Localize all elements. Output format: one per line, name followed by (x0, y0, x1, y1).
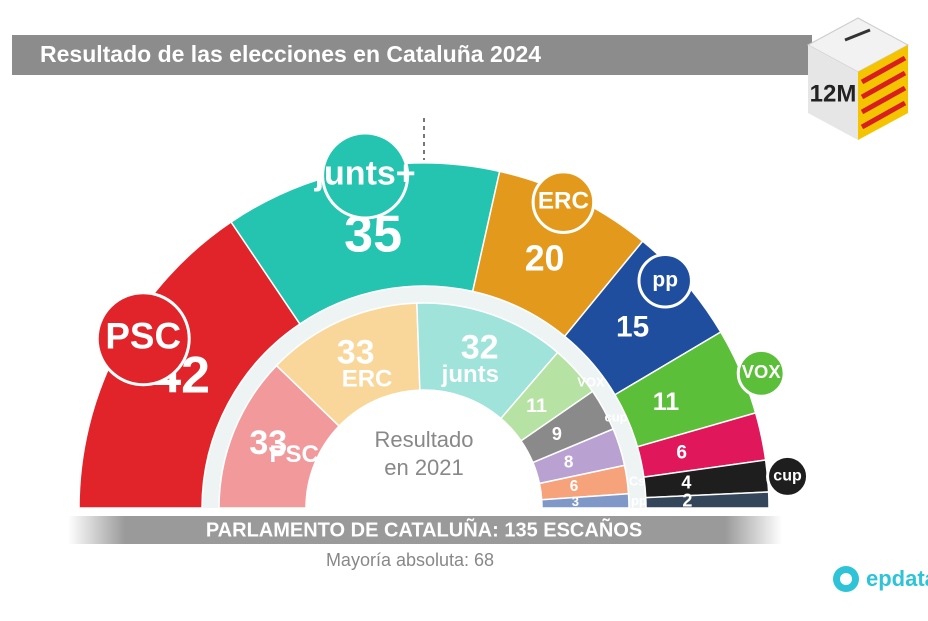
seat-count: 32 (461, 328, 499, 366)
party-label: junts+ (314, 154, 416, 192)
footer-bar (68, 516, 782, 544)
party-label: Cs (629, 473, 646, 488)
source-logo-hole (840, 573, 852, 585)
party-label: pp (652, 268, 678, 291)
note: Mayoría absoluta: 68 (326, 550, 494, 570)
ballot-box (806, 17, 910, 140)
party-label: cup (605, 410, 628, 425)
party-badge (637, 253, 693, 309)
chart-title: Resultado de las elecciones en Cataluña … (40, 41, 541, 67)
title-bar (12, 35, 812, 75)
center-label: Resultado (374, 427, 473, 452)
party-label: cup (773, 468, 802, 485)
party-label: pp (631, 493, 647, 508)
seat-count: 11 (526, 395, 547, 417)
seat-count: 33 (249, 424, 287, 462)
party-label: ERC (538, 188, 589, 215)
seat-count: 6 (570, 478, 579, 495)
center-label: en 2021 (384, 455, 464, 480)
badge: 12M (810, 80, 857, 107)
party-label: junts (441, 361, 499, 388)
party-label: PSC (105, 315, 181, 356)
seat-count: 11 (653, 388, 680, 416)
party-badge (95, 291, 191, 387)
seat-count: 4 (681, 472, 691, 492)
seat-count: 20 (525, 238, 565, 278)
party-badge (531, 170, 596, 234)
source: epdata (866, 566, 928, 591)
seat-segment (644, 491, 770, 509)
seat-segment (540, 492, 630, 509)
party-label: ERC (342, 365, 393, 392)
party-label: VOX (742, 361, 782, 382)
seat-count: 6 (676, 442, 687, 463)
seat-count: 9 (552, 424, 562, 444)
seat-count: 2 (682, 491, 692, 511)
party-label: VOX (577, 374, 605, 389)
party-badge (736, 348, 786, 398)
party-badge (766, 454, 810, 498)
party-label: PSC (270, 441, 319, 468)
seat-count: 8 (564, 452, 574, 471)
seat-count: 15 (616, 311, 649, 344)
party-badge (321, 131, 410, 220)
footer: PARLAMENTO DE CATALUÑA: 135 ESCAÑOS (206, 518, 642, 541)
seat-count: 33 (337, 334, 375, 372)
seat-count: 3 (572, 494, 579, 509)
